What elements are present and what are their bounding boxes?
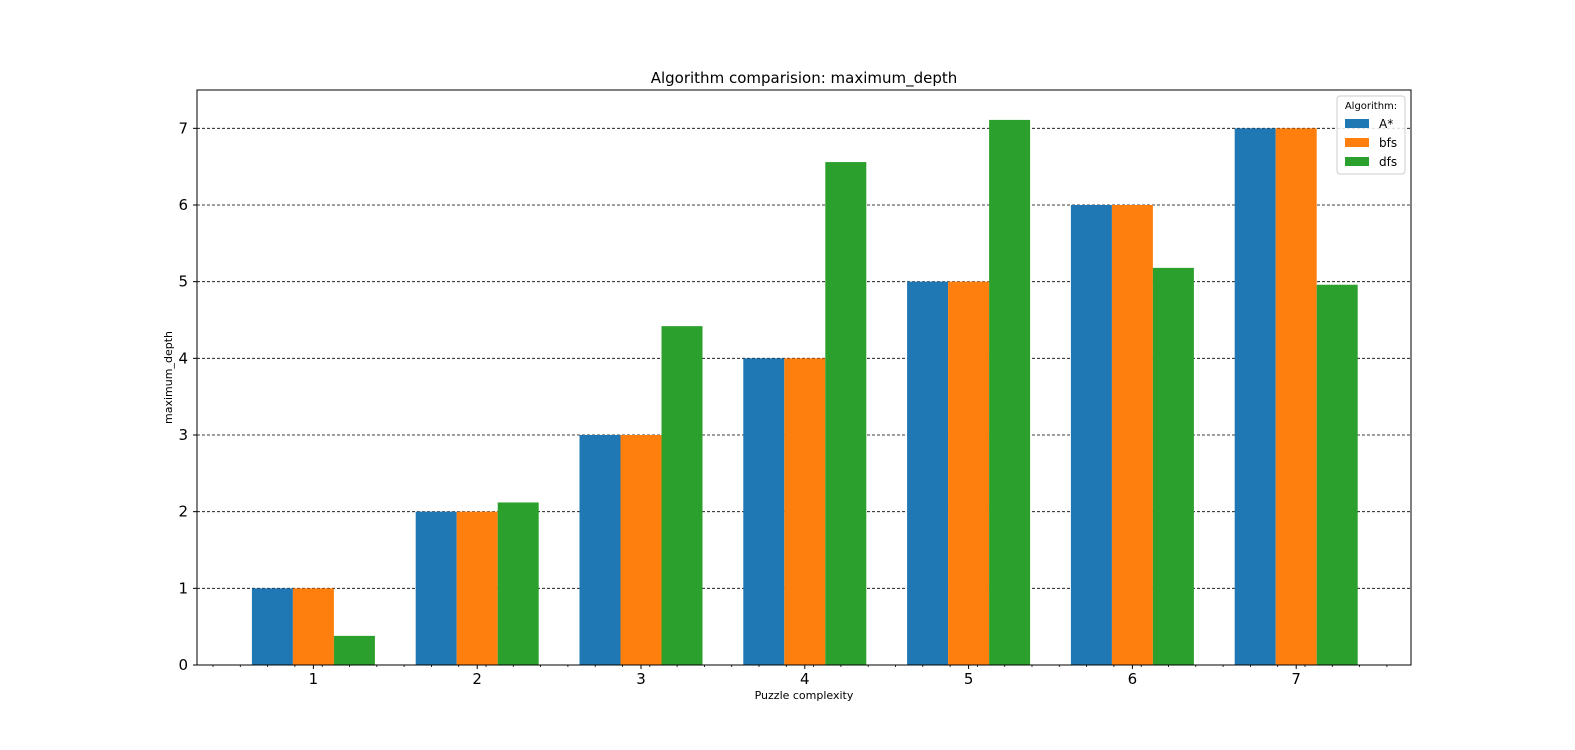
bar-dfs-cat-7 <box>1316 284 1358 665</box>
y-tick-label: 1 <box>178 579 188 597</box>
x-tick-label: 1 <box>309 670 319 688</box>
bar-bfs-cat-7 <box>1275 128 1317 666</box>
bar-bfs-cat-2 <box>456 511 498 665</box>
legend-swatch <box>1345 119 1369 128</box>
plot-frame <box>196 89 1412 666</box>
legend-label: dfs <box>1379 155 1397 169</box>
legend-label: A* <box>1379 117 1393 131</box>
y-tick-label: 4 <box>178 349 188 367</box>
bar-bfs-cat-1 <box>292 588 334 665</box>
bar-a-cat-3 <box>579 435 621 665</box>
x-axis: 1 2 3 4 5 6 7 <box>212 665 1388 688</box>
y-tick-label: 3 <box>178 426 188 444</box>
y-tick-label: 7 <box>178 119 188 137</box>
legend: Algorithm: A* bfs dfs <box>1336 95 1406 175</box>
bar-a-cat-4 <box>743 358 785 665</box>
bar-bfs-cat-6 <box>1111 205 1153 665</box>
bar-dfs-cat-5 <box>989 119 1031 665</box>
x-tick-label: 3 <box>636 670 646 688</box>
x-tick-label: 7 <box>1291 670 1301 688</box>
bar-a-cat-7 <box>1234 128 1276 666</box>
y-axis-label: maximum_depth <box>162 331 175 424</box>
y-tick-label: 0 <box>178 656 188 674</box>
y-axis: 0 1 2 3 4 5 6 7 <box>178 119 197 674</box>
legend-swatch <box>1345 138 1369 147</box>
bar-dfs-cat-2 <box>497 502 539 665</box>
legend-box <box>1336 95 1406 175</box>
legend-label: bfs <box>1379 136 1397 150</box>
bar-a-cat-1 <box>251 588 293 665</box>
bar-bfs-cat-3 <box>620 435 662 665</box>
legend-title: Algorithm: <box>1345 101 1397 112</box>
bar-dfs-cat-1 <box>333 635 375 665</box>
bar-a-cat-6 <box>1070 205 1112 665</box>
x-tick-label: 5 <box>964 670 974 688</box>
y-tick-label: 5 <box>178 273 188 291</box>
bar-dfs-cat-3 <box>661 326 703 665</box>
chart-title: Algorithm comparision: maximum_depth <box>651 69 958 88</box>
bar-dfs-cat-4 <box>825 162 867 666</box>
bar-a-cat-5 <box>907 281 949 665</box>
bar-a-cat-2 <box>415 511 457 665</box>
y-tick-label: 6 <box>178 196 188 214</box>
legend-swatch <box>1345 157 1369 166</box>
x-axis-label: Puzzle complexity <box>755 689 854 702</box>
x-tick-label: 2 <box>472 670 482 688</box>
y-tick-label: 2 <box>178 503 188 521</box>
x-tick-label: 4 <box>800 670 810 688</box>
bar-bfs-cat-4 <box>784 358 826 665</box>
bar-dfs-cat-6 <box>1152 267 1194 665</box>
bars <box>251 119 1358 666</box>
x-tick-label: 6 <box>1128 670 1138 688</box>
bar-bfs-cat-5 <box>948 281 990 665</box>
